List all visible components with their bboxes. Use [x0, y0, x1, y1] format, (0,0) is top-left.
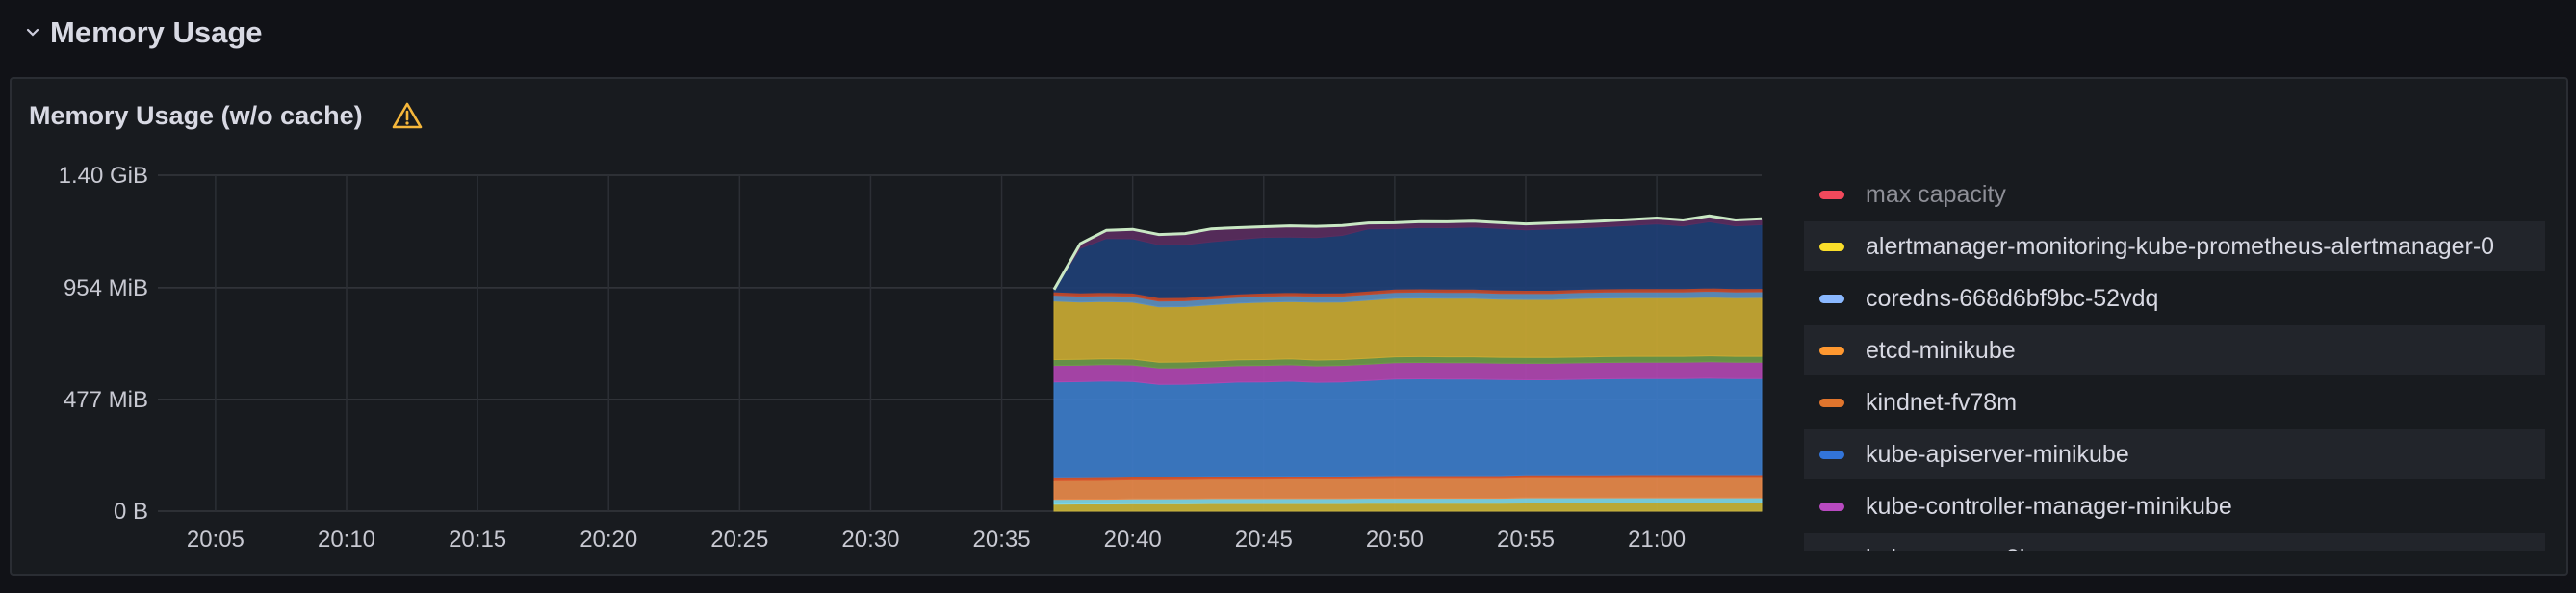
- row-title: Memory Usage: [50, 15, 263, 50]
- x-tick-label: 20:40: [1104, 527, 1162, 553]
- legend-swatch: [1819, 295, 1844, 303]
- legend-swatch: [1819, 503, 1844, 511]
- x-tick-label: 20:35: [973, 527, 1031, 553]
- series-area[interactable]: [1054, 378, 1762, 478]
- x-tick-label: 20:25: [710, 527, 768, 553]
- legend: max capacity alertmanager-monitoring-kube…: [1804, 169, 2545, 551]
- legend-label: coredns-668d6bf9bc-52vdq: [1866, 285, 2158, 313]
- memory-usage-chart[interactable]: 0 B 477 MiB 954 MiB 1.40 GiB 20:05 20:10 20:15…: [12, 79, 1802, 574]
- row-header[interactable]: Memory Usage: [25, 12, 263, 54]
- x-tick-label: 21:00: [1628, 527, 1686, 553]
- legend-item[interactable]: etcd-minikube: [1804, 325, 2545, 375]
- legend-label: kindnet-fv78m: [1866, 389, 2017, 417]
- x-tick-label: 20:10: [318, 527, 375, 553]
- legend-item[interactable]: coredns-668d6bf9bc-52vdq: [1804, 273, 2545, 323]
- legend-item[interactable]: alertmanager-monitoring-kube-prometheus-…: [1804, 221, 2545, 271]
- series-area[interactable]: [1054, 477, 1762, 500]
- legend-label: max capacity: [1866, 181, 2006, 209]
- legend-swatch: [1819, 451, 1844, 459]
- y-tick-label: 954 MiB: [64, 275, 148, 301]
- x-tick-label: 20:50: [1366, 527, 1424, 553]
- legend-item[interactable]: max capacity: [1804, 169, 2545, 219]
- series-area[interactable]: [1054, 503, 1762, 512]
- legend-item[interactable]: kube-controller-manager-minikube: [1804, 481, 2545, 531]
- legend-item[interactable]: kube-apiserver-minikube: [1804, 429, 2545, 479]
- x-tick-label: 20:20: [580, 527, 637, 553]
- x-tick-label: 20:15: [449, 527, 506, 553]
- legend-swatch: [1819, 399, 1844, 407]
- legend-swatch: [1819, 243, 1844, 251]
- y-tick-label: 1.40 GiB: [59, 163, 148, 189]
- legend-label: kube-controller-manager-minikube: [1866, 493, 2232, 521]
- x-tick-label: 20:05: [187, 527, 245, 553]
- legend-swatch: [1819, 347, 1844, 355]
- legend-label: alertmanager-monitoring-kube-prometheus-…: [1866, 233, 2494, 261]
- legend-item[interactable]: kube-proxy-n8hvg: [1804, 533, 2545, 551]
- x-tick-label: 20:30: [841, 527, 899, 553]
- y-tick-label: 0 B: [114, 499, 148, 525]
- chevron-down-icon[interactable]: [25, 25, 40, 40]
- legend-label: kube-proxy-n8hvg: [1866, 545, 2058, 552]
- legend-label: kube-apiserver-minikube: [1866, 441, 2129, 469]
- y-tick-label: 477 MiB: [64, 387, 148, 413]
- legend-item[interactable]: kindnet-fv78m: [1804, 377, 2545, 427]
- x-tick-label: 20:55: [1497, 527, 1555, 553]
- panel: Memory Usage (w/o cache) 0 B 477 MiB 954 M…: [10, 77, 2568, 576]
- legend-swatch: [1819, 191, 1844, 199]
- legend-label: etcd-minikube: [1866, 337, 2016, 365]
- x-tick-label: 20:45: [1235, 527, 1293, 553]
